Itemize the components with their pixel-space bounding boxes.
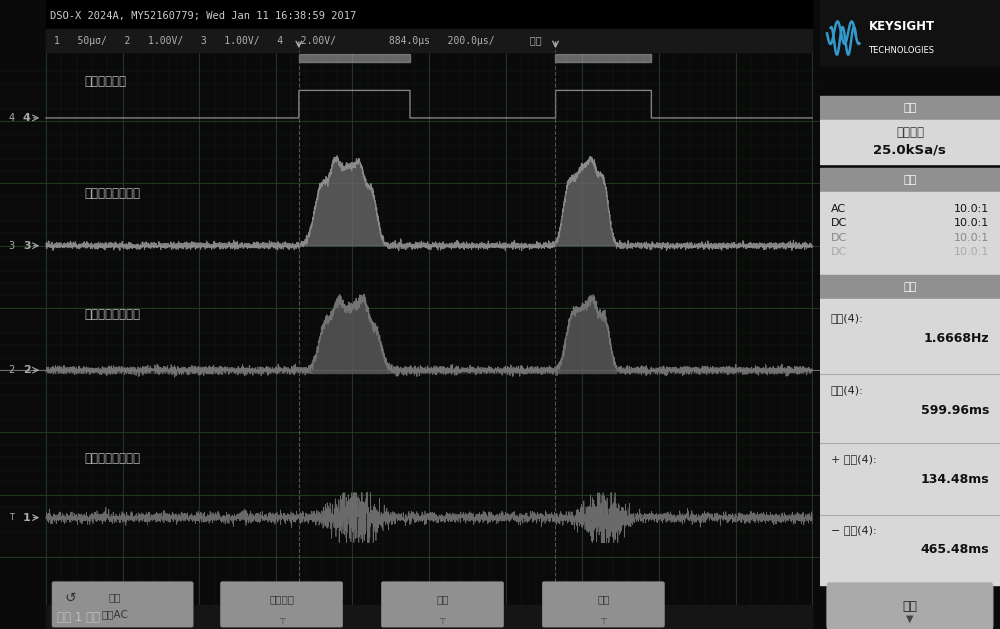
Bar <box>820 96 1000 120</box>
Text: 探头: 探头 <box>902 600 917 613</box>
Bar <box>820 120 1000 164</box>
FancyBboxPatch shape <box>221 582 342 627</box>
Text: ┬: ┬ <box>600 616 606 625</box>
Bar <box>820 299 1000 585</box>
Text: 25.0kSa/s: 25.0kSa/s <box>873 143 946 156</box>
Text: KEYSIGHT: KEYSIGHT <box>868 20 935 33</box>
Text: 测量: 测量 <box>903 282 917 292</box>
Text: AC: AC <box>831 204 846 214</box>
Text: 耦合: 耦合 <box>109 592 121 602</box>
Bar <box>299 54 410 62</box>
Text: 通道: 通道 <box>903 175 917 185</box>
Text: TECHNOLOGIES: TECHNOLOGIES <box>868 46 934 55</box>
Text: 4: 4 <box>8 113 15 123</box>
Bar <box>820 168 1000 192</box>
Text: 3: 3 <box>23 241 31 251</box>
Text: 通道 1 菜单: 通道 1 菜单 <box>57 611 100 624</box>
Text: 465.48ms: 465.48ms <box>921 543 989 556</box>
Bar <box>46 0 812 30</box>
Text: 2: 2 <box>8 365 15 375</box>
Text: DC: DC <box>831 218 847 228</box>
Text: 倒置: 倒置 <box>597 594 610 604</box>
Text: 信号经过一级放大: 信号经过一级放大 <box>84 308 140 321</box>
Text: 3: 3 <box>8 241 15 251</box>
Text: DC: DC <box>831 233 847 243</box>
Text: − 宽度(4):: − 宽度(4): <box>831 525 876 535</box>
Bar <box>46 604 812 628</box>
FancyBboxPatch shape <box>52 582 193 627</box>
Text: T: T <box>9 513 14 522</box>
Text: 599.96ms: 599.96ms <box>921 404 989 416</box>
Bar <box>820 275 1000 299</box>
Text: 4: 4 <box>23 113 31 123</box>
Text: + 宽度(4):: + 宽度(4): <box>831 454 876 464</box>
Bar <box>820 0 1000 66</box>
Text: 10.0:1: 10.0:1 <box>954 204 989 214</box>
Text: 周期(4):: 周期(4): <box>831 385 863 395</box>
Text: 1   50μσ/   2   1.00V/   3   1.00V/   4   2.00V/         884.0μs   200.0μs/     : 1 50μσ/ 2 1.00V/ 3 1.00V/ 4 2.00V/ 884.0… <box>54 36 541 47</box>
FancyBboxPatch shape <box>827 583 993 629</box>
Text: 微调: 微调 <box>436 594 449 604</box>
Bar <box>820 192 1000 274</box>
FancyBboxPatch shape <box>542 582 664 627</box>
Text: 134.48ms: 134.48ms <box>921 473 989 486</box>
Text: 交流AC: 交流AC <box>101 609 128 619</box>
Text: 信号经过二级放大: 信号经过二级放大 <box>84 187 140 200</box>
Text: 10.0:1: 10.0:1 <box>954 218 989 228</box>
Text: ▼: ▼ <box>906 614 914 624</box>
Text: ┬: ┬ <box>279 616 285 625</box>
Text: 声敏器件感应信号: 声敏器件感应信号 <box>84 452 140 465</box>
Text: ┬: ┬ <box>440 616 445 625</box>
Text: 1.6668Hz: 1.6668Hz <box>924 332 989 345</box>
Bar <box>555 54 651 62</box>
Text: 10.0:1: 10.0:1 <box>954 233 989 243</box>
FancyBboxPatch shape <box>382 582 503 627</box>
Bar <box>46 30 812 52</box>
Text: 1: 1 <box>23 513 31 523</box>
Text: 标准模式: 标准模式 <box>896 126 924 138</box>
Text: 2: 2 <box>23 365 31 375</box>
Text: 带宽限制: 带宽限制 <box>269 594 294 604</box>
Text: 采集: 采集 <box>903 103 917 113</box>
Text: ↺: ↺ <box>65 591 76 605</box>
Text: DC: DC <box>831 247 847 257</box>
Text: DSO-X 2024A, MY52160779; Wed Jan 11 16:38:59 2017: DSO-X 2024A, MY52160779; Wed Jan 11 16:3… <box>50 11 356 21</box>
Text: 10.0:1: 10.0:1 <box>954 247 989 257</box>
Text: 频率(4):: 频率(4): <box>831 313 863 323</box>
Text: 信号经过整形: 信号经过整形 <box>84 75 126 89</box>
